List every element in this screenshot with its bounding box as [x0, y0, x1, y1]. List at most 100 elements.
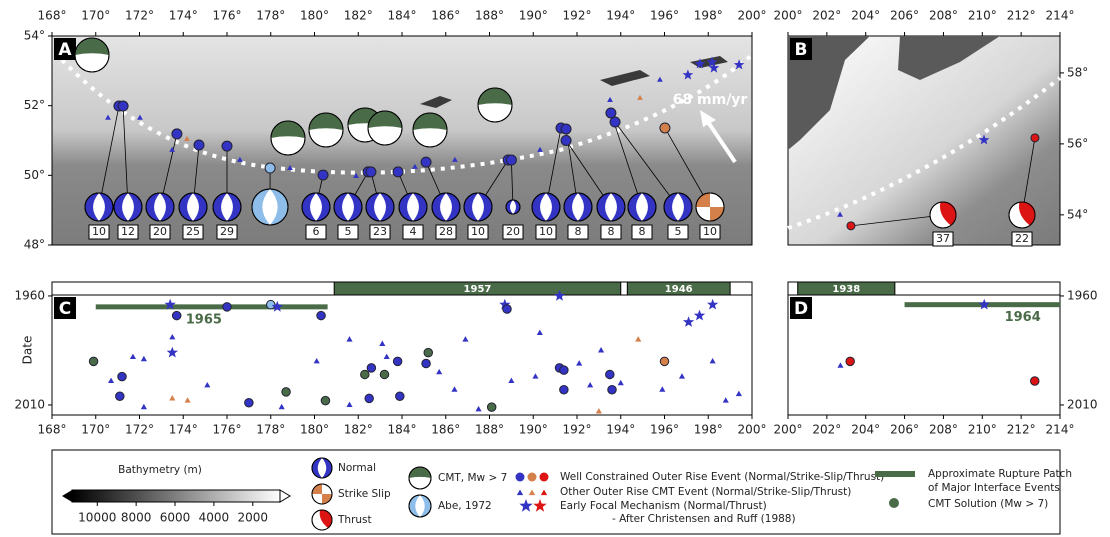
x-tick-label: 192°: [563, 423, 592, 437]
x-tick-label: 180°: [300, 9, 329, 23]
x-tick-label: 204°: [851, 9, 880, 23]
colorbar-tick-label: 8000: [121, 511, 152, 525]
focal-mechanism: [309, 113, 343, 147]
rupture-label: 1946: [665, 284, 693, 295]
y-tick-label: 56°: [1067, 136, 1088, 150]
focal-mechanism: [179, 193, 207, 221]
y-tick-label: 2010: [14, 397, 45, 411]
event: [365, 394, 374, 403]
legend-label: Early Focal Mechanism (Normal/Thrust): [560, 500, 767, 512]
event: [245, 399, 254, 408]
event: [265, 163, 275, 173]
event: [608, 385, 617, 394]
colorbar-tick-label: 10000: [78, 511, 116, 525]
focal-mechanism: [75, 38, 109, 72]
x-tick-label: 208°: [929, 9, 958, 23]
focal-mechanism: [597, 193, 625, 221]
event: [606, 108, 616, 118]
depth-label: 20: [506, 225, 520, 238]
x-tick-label: 170°: [81, 9, 110, 23]
x-tick-label: 176°: [213, 9, 242, 23]
event: [1031, 134, 1039, 142]
focal-mechanism: [368, 111, 402, 145]
patch-label: 1965: [186, 312, 222, 327]
event: [560, 385, 569, 394]
y-tick-label: 54°: [24, 29, 45, 43]
x-tick-label: 212°: [1007, 423, 1036, 437]
x-tick-label: 208°: [929, 423, 958, 437]
depth-label: 25: [186, 225, 200, 238]
event: [506, 155, 516, 165]
legend-label: Thrust: [337, 514, 372, 526]
x-tick-label: 168°: [38, 423, 67, 437]
x-tick-label: 200°: [738, 423, 767, 437]
rupture-label: 1938: [832, 284, 860, 295]
depth-label: 29: [220, 225, 234, 238]
depth-label: 5: [675, 225, 682, 238]
focal-mechanism: [696, 193, 724, 221]
event: [380, 370, 389, 379]
event: [487, 403, 496, 412]
x-tick-label: 210°: [968, 9, 997, 23]
event: [847, 222, 855, 230]
y-tick-label: 54°: [1067, 207, 1088, 221]
depth-label: 5: [345, 225, 352, 238]
x-tick-label: 190°: [519, 423, 548, 437]
event: [172, 311, 181, 320]
focal-mechanism: [213, 193, 241, 221]
focal-mechanism: [432, 193, 460, 221]
event: [610, 117, 620, 127]
x-tick-label: 202°: [812, 9, 841, 23]
event: [118, 372, 127, 381]
x-tick-label: 198°: [694, 423, 723, 437]
event: [282, 388, 291, 397]
event: [561, 124, 571, 134]
x-tick-label: 200°: [774, 9, 803, 23]
depth-label: 23: [373, 225, 387, 238]
legend-label: Normal: [338, 462, 376, 474]
focal-mechanism: [532, 193, 560, 221]
event: [424, 348, 433, 357]
legend-label: Approximate Rupture Patch: [928, 468, 1072, 480]
x-tick-label: 182°: [344, 423, 373, 437]
focal-mechanism: [564, 193, 592, 221]
depth-label: 28: [439, 225, 453, 238]
y-tick-label: 48°: [24, 238, 45, 252]
focal-mechanism: [506, 200, 520, 214]
legend-rupture-swatch: [875, 471, 915, 477]
legend-symbol: [528, 473, 537, 482]
panel-label: C: [59, 299, 71, 319]
x-tick-label: 184°: [388, 9, 417, 23]
depth-label: 4: [410, 225, 417, 238]
x-tick-label: 172°: [125, 9, 154, 23]
x-tick-label: 192°: [563, 9, 592, 23]
event: [660, 123, 670, 133]
legend-title: Bathymetry (m): [118, 464, 202, 476]
y-tick-label: 1960: [1067, 288, 1098, 302]
x-tick-label: 194°: [606, 9, 635, 23]
x-tick-label: 186°: [431, 9, 460, 23]
focal-mechanism: [302, 193, 330, 221]
event: [318, 170, 328, 180]
colorbar: [72, 490, 280, 502]
event: [172, 129, 182, 139]
x-tick-label: 178°: [256, 9, 285, 23]
x-tick-label: 212°: [1007, 9, 1036, 23]
x-tick-label: 184°: [388, 423, 417, 437]
focal-mechanism: [85, 193, 113, 221]
event: [118, 101, 128, 111]
event: [393, 357, 402, 366]
legend-label: Well Constrained Outer Rise Event (Norma…: [560, 471, 884, 483]
depth-label: 10: [539, 225, 553, 238]
event: [222, 141, 232, 151]
event: [421, 157, 431, 167]
focal-mechanism: [146, 193, 174, 221]
x-tick-label: 168°: [38, 9, 67, 23]
event: [321, 396, 330, 405]
focal-mechanism: [312, 484, 332, 504]
x-tick-label: 182°: [344, 9, 373, 23]
focal-mechanism: [312, 510, 332, 530]
legend-symbol: [516, 473, 525, 482]
y-tick-label: 50°: [24, 168, 45, 182]
event: [361, 370, 370, 379]
